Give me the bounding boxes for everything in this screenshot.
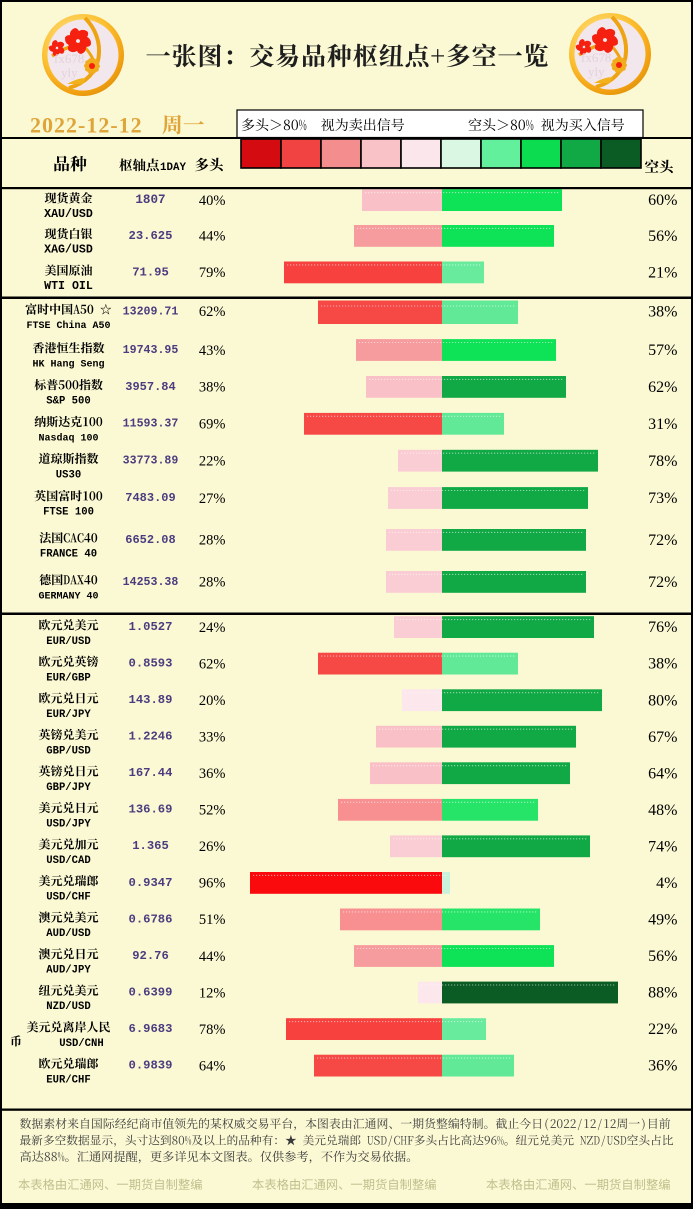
svg-text:1.365: 1.365 (132, 839, 169, 853)
svg-text:60%: 60% (648, 192, 677, 209)
svg-text:GBP/JPY: GBP/JPY (46, 782, 91, 794)
svg-text:4%: 4% (656, 875, 677, 892)
svg-text:40%: 40% (199, 193, 226, 209)
svg-text:38%: 38% (648, 656, 677, 673)
svg-text:76%: 76% (648, 619, 677, 636)
svg-text:167.44: 167.44 (129, 766, 173, 780)
svg-text:11593.37: 11593.37 (123, 418, 179, 431)
svg-text:NZD/USD: NZD/USD (46, 1001, 91, 1013)
svg-text:6.9683: 6.9683 (129, 1022, 173, 1036)
svg-text:72%: 72% (648, 532, 677, 549)
svg-text:19743.95: 19743.95 (123, 344, 179, 357)
svg-text:13209.71: 13209.71 (123, 305, 179, 318)
svg-text:XAG/USD: XAG/USD (44, 244, 93, 257)
svg-text:FTSE China A50: FTSE China A50 (26, 320, 110, 332)
svg-text:36%: 36% (648, 1058, 677, 1075)
svg-text:3957.84: 3957.84 (125, 380, 175, 394)
svg-text:HK Hang Seng: HK Hang Seng (32, 360, 104, 371)
svg-text:1.2246: 1.2246 (129, 730, 173, 744)
svg-text:14253.38: 14253.38 (123, 576, 179, 589)
svg-text:0.8593: 0.8593 (129, 657, 173, 671)
svg-text:143.89: 143.89 (129, 693, 173, 707)
svg-text:38%: 38% (199, 380, 226, 396)
svg-text:36%: 36% (199, 766, 226, 782)
svg-text:1807: 1807 (135, 193, 165, 207)
svg-text:62%: 62% (199, 656, 226, 672)
svg-text:23.625: 23.625 (129, 229, 173, 243)
svg-text:AUD/USD: AUD/USD (46, 928, 91, 940)
svg-text:56%: 56% (648, 948, 677, 965)
svg-text:80%: 80% (648, 692, 677, 709)
svg-text:67%: 67% (648, 729, 677, 746)
svg-text:51%: 51% (199, 912, 226, 928)
svg-text:24%: 24% (199, 620, 226, 636)
svg-text:22%: 22% (648, 1021, 677, 1038)
svg-text:88%: 88% (648, 985, 677, 1002)
svg-text:44%: 44% (199, 229, 226, 245)
svg-text:43%: 43% (199, 343, 226, 359)
svg-text:27%: 27% (199, 491, 226, 507)
svg-text:28%: 28% (199, 575, 226, 591)
svg-text:1.0527: 1.0527 (129, 620, 173, 634)
svg-text:GERMANY 40: GERMANY 40 (38, 592, 98, 603)
svg-text:78%: 78% (199, 1022, 226, 1038)
svg-text:28%: 28% (199, 533, 226, 549)
svg-text:64%: 64% (648, 765, 677, 782)
svg-text:0.6786: 0.6786 (129, 912, 173, 926)
svg-text:7483.09: 7483.09 (125, 491, 175, 505)
svg-text:XAU/USD: XAU/USD (44, 208, 93, 221)
svg-text:USD/CHF: USD/CHF (46, 892, 91, 904)
svg-text:71.95: 71.95 (132, 265, 169, 279)
svg-text:72%: 72% (648, 574, 677, 591)
svg-text:USD/JPY: USD/JPY (46, 819, 91, 831)
svg-text:31%: 31% (648, 416, 677, 433)
svg-text:49%: 49% (648, 912, 677, 929)
svg-text:US30: US30 (56, 469, 81, 481)
svg-text:136.69: 136.69 (129, 803, 173, 817)
svg-text:0.9347: 0.9347 (129, 876, 173, 890)
svg-text:73%: 73% (648, 490, 677, 507)
svg-text:26%: 26% (199, 839, 226, 855)
svg-text:57%: 57% (648, 342, 677, 359)
svg-text:21%: 21% (648, 265, 677, 282)
svg-text:38%: 38% (648, 304, 677, 321)
svg-text:96%: 96% (199, 876, 226, 892)
svg-text:74%: 74% (648, 838, 677, 855)
svg-text:WTI OIL: WTI OIL (44, 280, 93, 293)
svg-text:1DAY: 1DAY (160, 162, 186, 174)
svg-text:44%: 44% (199, 949, 226, 965)
svg-text:GBP/USD: GBP/USD (46, 745, 91, 757)
svg-text:AUD/JPY: AUD/JPY (46, 965, 91, 977)
svg-text:22%: 22% (199, 454, 226, 470)
svg-text:92.76: 92.76 (132, 949, 169, 963)
svg-text:56%: 56% (648, 228, 677, 245)
svg-text:78%: 78% (648, 453, 677, 470)
svg-text:USD/CAD: USD/CAD (46, 855, 91, 867)
svg-text:USD/CNH: USD/CNH (59, 1038, 104, 1050)
svg-text:6652.08: 6652.08 (125, 533, 175, 547)
svg-text:12%: 12% (199, 985, 226, 1001)
svg-text:EUR/GBP: EUR/GBP (46, 672, 91, 684)
svg-text:S&P 500: S&P 500 (46, 396, 91, 408)
svg-text:52%: 52% (199, 803, 226, 819)
svg-text:EUR/CHF: EUR/CHF (46, 1074, 91, 1086)
svg-text:Nasdaq 100: Nasdaq 100 (38, 433, 98, 445)
svg-text:0.6399: 0.6399 (129, 985, 173, 999)
svg-text:FRANCE 40: FRANCE 40 (40, 549, 97, 561)
svg-text:EUR/USD: EUR/USD (46, 636, 91, 648)
svg-text:33773.89: 33773.89 (123, 455, 179, 468)
svg-text:62%: 62% (199, 304, 226, 320)
svg-text:20%: 20% (199, 693, 226, 709)
svg-text:FTSE 100: FTSE 100 (43, 507, 94, 519)
svg-text:79%: 79% (199, 265, 226, 281)
svg-text:48%: 48% (648, 802, 677, 819)
svg-text:2022-12-12: 2022-12-12 (30, 113, 143, 138)
svg-text:EUR/JPY: EUR/JPY (46, 709, 91, 721)
svg-text:0.9839: 0.9839 (129, 1059, 173, 1073)
svg-text:64%: 64% (199, 1058, 226, 1074)
svg-text:33%: 33% (199, 730, 226, 746)
svg-text:69%: 69% (199, 417, 226, 433)
svg-text:62%: 62% (648, 379, 677, 396)
